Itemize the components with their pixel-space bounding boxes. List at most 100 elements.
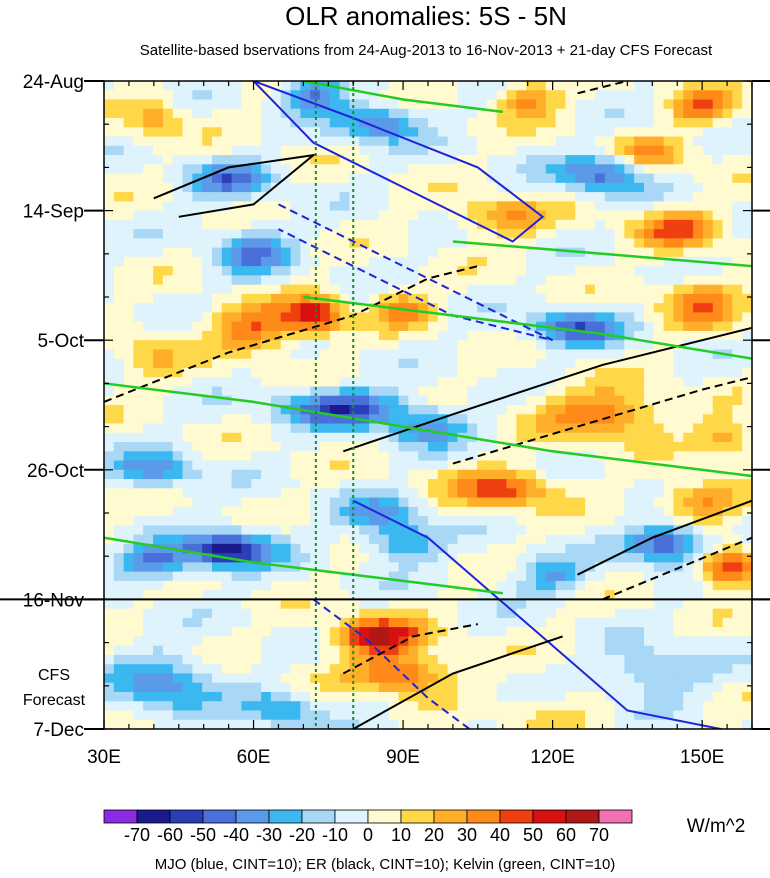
anomaly-cell (241, 238, 252, 249)
anomaly-cell (437, 710, 449, 721)
anomaly-cell (506, 414, 517, 424)
anomaly-cell (123, 219, 134, 230)
anomaly-cell (221, 432, 233, 443)
anomaly-cell (398, 654, 409, 665)
anomaly-cell (536, 81, 547, 91)
anomaly-cell (143, 460, 154, 471)
anomaly-cell (192, 682, 203, 693)
anomaly-cell (545, 488, 557, 498)
anomaly-cell (702, 275, 714, 286)
anomaly-cell (408, 405, 419, 415)
anomaly-cell (378, 590, 390, 600)
anomaly-cell (369, 673, 380, 684)
anomaly-cell (261, 266, 272, 276)
anomaly-cell (182, 423, 193, 434)
anomaly-cell (153, 219, 164, 230)
anomaly-cell (388, 636, 399, 647)
anomaly-cell (241, 303, 252, 313)
anomaly-cell (202, 145, 213, 156)
anomaly-cell (162, 488, 174, 498)
anomaly-cell (143, 701, 154, 711)
anomaly-cell (457, 571, 468, 582)
anomaly-cell (133, 479, 144, 489)
anomaly-cell (172, 682, 183, 693)
anomaly-cell (506, 312, 517, 323)
anomaly-cell (624, 645, 635, 656)
anomaly-cell (270, 516, 282, 526)
anomaly-cell (732, 562, 743, 573)
anomaly-cell (329, 525, 341, 535)
anomaly-cell (693, 497, 704, 508)
anomaly-cell (575, 516, 586, 526)
anomaly-cell (555, 358, 566, 369)
anomaly-cell (516, 516, 527, 526)
anomaly-cell (516, 358, 527, 369)
anomaly-cell (565, 321, 576, 332)
anomaly-cell (545, 599, 557, 610)
anomaly-cell (261, 701, 272, 711)
anomaly-cell (486, 673, 498, 684)
anomaly-cell (634, 405, 645, 415)
anomaly-cell (300, 627, 311, 637)
anomaly-cell (693, 99, 704, 110)
anomaly-cell (624, 145, 635, 156)
anomaly-cell (624, 719, 635, 729)
anomaly-cell (644, 516, 655, 526)
anomaly-cell (467, 710, 478, 721)
anomaly-cell (732, 395, 743, 406)
anomaly-cell (722, 229, 733, 239)
anomaly-cell (702, 534, 714, 545)
anomaly-cell (545, 284, 557, 295)
anomaly-cell (702, 710, 714, 721)
anomaly-cell (575, 682, 586, 693)
anomaly-cell (378, 710, 390, 721)
anomaly-cell (673, 284, 684, 295)
anomaly-cell (614, 321, 625, 332)
anomaly-cell (477, 256, 488, 267)
anomaly-cell (516, 525, 527, 535)
anomaly-cell (693, 303, 704, 313)
anomaly-cell (644, 414, 655, 424)
anomaly-cell (143, 664, 154, 674)
anomaly-cell (516, 553, 527, 563)
anomaly-cell (329, 460, 341, 471)
anomaly-cell (339, 673, 350, 684)
anomaly-cell (693, 275, 704, 286)
anomaly-cell (653, 608, 665, 619)
anomaly-cell (486, 192, 498, 202)
anomaly-cell (722, 469, 733, 480)
anomaly-cell (526, 275, 537, 286)
anomaly-cell (162, 599, 174, 610)
anomaly-cell (683, 608, 694, 619)
anomaly-cell (339, 395, 350, 406)
anomaly-cell (221, 719, 233, 729)
anomaly-cell (280, 201, 291, 211)
anomaly-cell (162, 617, 174, 628)
anomaly-cell (290, 719, 301, 729)
anomaly-cell (280, 118, 291, 128)
anomaly-cell (428, 543, 439, 554)
anomaly-cell (545, 395, 557, 406)
anomaly-cell (290, 247, 301, 258)
anomaly-cell (467, 460, 478, 471)
anomaly-cell (251, 590, 262, 600)
anomaly-cell (221, 590, 233, 600)
anomaly-cell (162, 691, 174, 702)
anomaly-cell (388, 395, 399, 406)
anomaly-cell (143, 571, 154, 582)
anomaly-cell (614, 256, 625, 267)
anomaly-cell (329, 488, 341, 498)
anomaly-cell (486, 229, 498, 239)
anomaly-cell (585, 423, 596, 434)
anomaly-cell (516, 108, 527, 119)
anomaly-cell (693, 201, 704, 211)
anomaly-cell (231, 682, 242, 693)
anomaly-cell (585, 395, 596, 406)
anomaly-cell (202, 377, 213, 387)
anomaly-cell (536, 330, 547, 341)
anomaly-cell (712, 506, 723, 517)
anomaly-cell (339, 423, 350, 434)
anomaly-cell (329, 321, 341, 332)
anomaly-cell (192, 460, 203, 471)
anomaly-cell (673, 395, 684, 406)
